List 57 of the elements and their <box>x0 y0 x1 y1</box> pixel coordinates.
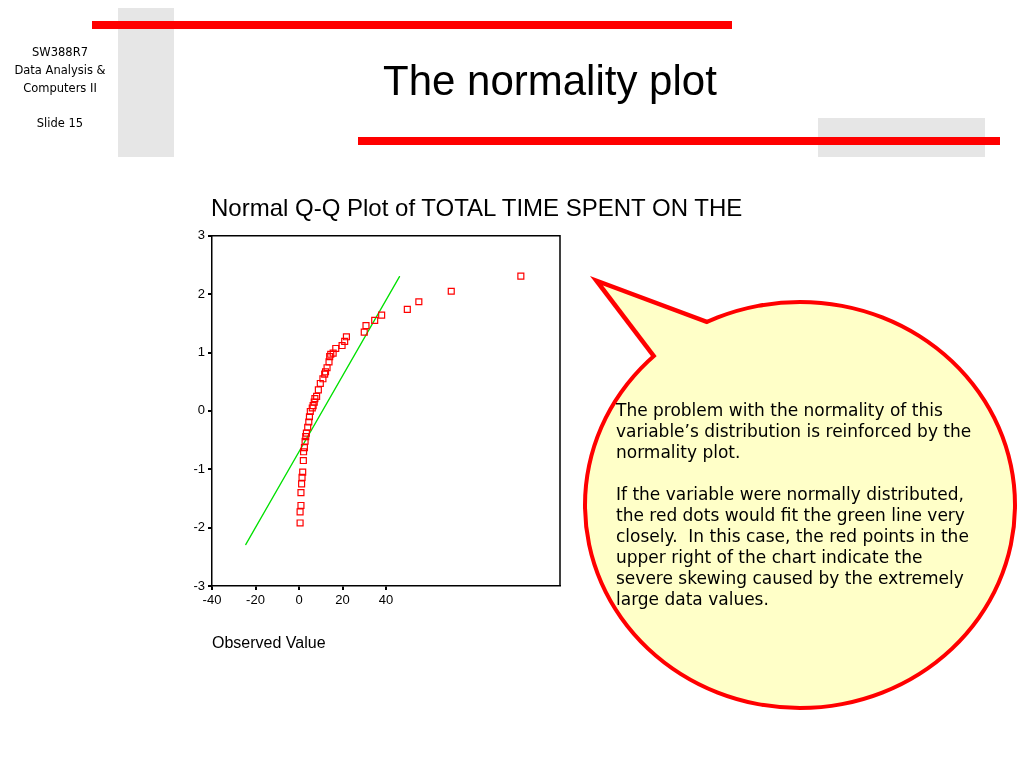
text: Slide 15 <box>35 115 85 132</box>
point <box>305 413 314 421</box>
point <box>342 333 350 341</box>
point <box>326 353 334 361</box>
x-tick-label: 20 <box>335 592 350 608</box>
point <box>298 480 306 488</box>
y-tick-label: 1 <box>197 344 205 360</box>
point <box>341 337 349 346</box>
point <box>305 418 313 426</box>
point <box>298 473 306 482</box>
y-tick-label: -3 <box>193 577 205 593</box>
point <box>314 386 322 394</box>
y-tick-label: 2 <box>197 285 205 301</box>
point <box>403 305 411 313</box>
point <box>316 379 324 388</box>
point <box>323 364 331 372</box>
point <box>332 344 340 353</box>
point <box>302 429 310 437</box>
point <box>300 448 308 456</box>
point <box>362 322 370 330</box>
y-tick-label: 0 <box>197 402 205 418</box>
chart-subtitle: Normal Q-Q Plot of TOTAL TIME SPENT ON THE <box>211 194 743 222</box>
y-tick-label: -2 <box>193 519 205 535</box>
point <box>360 328 368 336</box>
chart-title: The normality plot <box>383 56 717 106</box>
point <box>415 298 423 306</box>
point <box>299 456 307 465</box>
y-tick-label: -1 <box>193 460 205 476</box>
point <box>304 423 312 431</box>
x-axis-title: Observed Value <box>212 633 326 651</box>
point <box>299 468 307 476</box>
x-tick-label: 40 <box>378 592 394 608</box>
point <box>296 508 304 516</box>
point <box>300 444 309 452</box>
point <box>301 437 309 445</box>
point <box>338 341 346 350</box>
point <box>306 407 314 416</box>
point <box>296 519 304 527</box>
point <box>378 311 386 319</box>
point <box>297 501 305 510</box>
point <box>313 392 321 400</box>
point <box>310 398 318 406</box>
point <box>371 316 379 324</box>
text: If the variable were normally distributed, the red dots would fit the green line very closely. In this case, the red points in the upper right of the chart indicate the severe skewing caused by the extremely large data values. <box>616 484 970 610</box>
x-tick-label: -40 <box>202 592 222 608</box>
point <box>325 358 333 366</box>
point <box>517 272 525 280</box>
point <box>297 489 305 497</box>
point <box>311 395 319 403</box>
x-tick-label: -20 <box>246 592 265 608</box>
x-tick-label: 0 <box>295 592 303 608</box>
point <box>447 287 455 295</box>
point <box>302 433 310 441</box>
point <box>319 375 327 383</box>
text: The problem with the normality of this variable’s distribution is reinforced by the normality plot. <box>616 400 973 463</box>
text: SW388R7 Data Analysis & Computers II <box>13 44 107 97</box>
y-tick-label: 3 <box>197 227 205 243</box>
